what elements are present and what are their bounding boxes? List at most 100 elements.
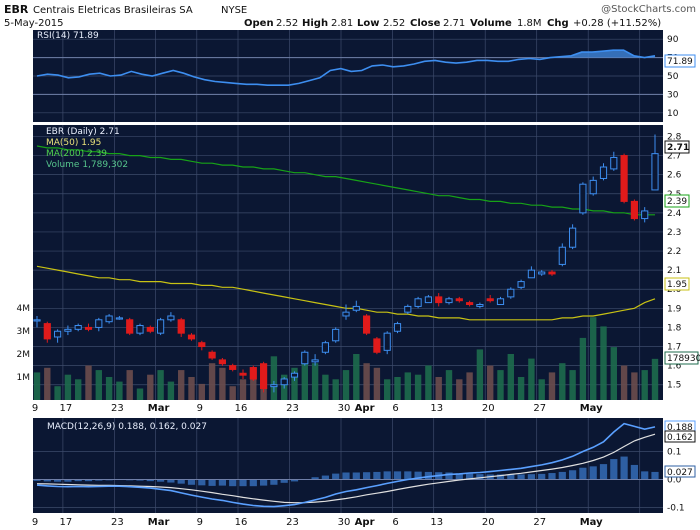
macd-histogram-bar <box>393 471 402 480</box>
macd-histogram-bar <box>455 473 463 480</box>
macd-histogram-bar <box>259 479 268 486</box>
macd-title: MACD(12,26,9) 0.188, 0.162, 0.027 <box>47 422 207 432</box>
rsi-tick-label: 10 <box>667 109 679 119</box>
macd-histogram-bar <box>507 474 515 480</box>
candle-body <box>589 179 597 195</box>
date-tick-label: 9 <box>32 517 38 528</box>
candle-body <box>208 351 216 359</box>
candle-body <box>249 367 257 380</box>
volume-bar <box>414 374 422 400</box>
high-value: 2.81 <box>331 18 353 29</box>
candle-body <box>393 323 402 332</box>
macd-histogram-bar <box>332 473 340 480</box>
macd-histogram-bar <box>311 477 319 480</box>
date-tick-label: 6 <box>392 517 398 528</box>
legend-ma200: MA(200) 2.39 <box>46 149 107 159</box>
axis-labels: 90705030102.82.72.62.52.42.32.22.12.01.9… <box>17 35 685 528</box>
macd-histogram-bar <box>373 471 381 480</box>
volume-bar <box>54 386 61 400</box>
date-tick-label: 23 <box>286 517 299 528</box>
candle-body <box>157 319 165 334</box>
ma50-price-tag: 1.95 <box>664 277 690 291</box>
date-tick-label: 13 <box>430 517 443 528</box>
candle-body <box>74 325 82 330</box>
macd-tick-label: 0.1 <box>667 448 681 458</box>
macd-histogram-bar <box>641 471 649 480</box>
indicator-lines <box>33 49 663 508</box>
volume-bar <box>105 377 113 400</box>
volume-bar <box>445 370 453 400</box>
volume-bar <box>538 379 545 400</box>
candle-body <box>610 156 618 170</box>
volume-bar <box>147 374 154 400</box>
candle-body <box>517 281 525 288</box>
volume-value: 1.8M <box>517 18 542 29</box>
candle-body <box>383 332 391 351</box>
macd-histogram-bar <box>218 479 227 486</box>
ticker-symbol: EBR <box>4 3 29 16</box>
candle-body <box>187 334 196 340</box>
macd-histogram-bar <box>198 479 206 486</box>
candle-body <box>126 319 134 334</box>
date-tick-label: 13 <box>430 403 443 414</box>
candle-body <box>321 342 329 353</box>
volume-bar <box>75 379 82 400</box>
volume-bar <box>528 358 535 400</box>
macd-histogram-bar <box>229 479 237 487</box>
legend-volume: Volume 1,789,302 <box>46 160 128 170</box>
volume-bar <box>631 372 638 400</box>
volume-bar <box>64 374 72 400</box>
volume-bar <box>579 337 587 400</box>
volume-bar <box>373 367 381 400</box>
price-tick-label: 1.5 <box>667 381 681 391</box>
company-name: Centrais Eletricas Brasileiras SA <box>33 5 193 16</box>
candle-body <box>496 298 505 306</box>
rsi-tick-label: 90 <box>667 35 679 45</box>
price-tick-label: 1.6 <box>667 362 682 372</box>
macd-line <box>36 422 656 508</box>
candle-body <box>651 153 659 191</box>
macd-histogram-bar <box>249 479 257 487</box>
open-label: Open <box>244 18 274 29</box>
candle-body <box>486 298 494 302</box>
price-tick-label: 2.6 <box>667 171 682 181</box>
candle-body <box>476 304 484 307</box>
date-tick-label: 16 <box>235 403 248 414</box>
volume-bar <box>641 370 648 400</box>
volume-bar <box>301 356 308 400</box>
volume-bars <box>33 317 659 400</box>
candle-body <box>311 359 319 363</box>
candle-body <box>332 328 340 342</box>
macd-histogram-bar <box>610 459 618 480</box>
date-tick-label: 20 <box>482 403 495 414</box>
volume-bar <box>291 367 298 400</box>
candle-body <box>177 319 185 334</box>
volume-bar <box>517 377 525 400</box>
signal-tag: 0.162 <box>664 430 696 443</box>
svg-text:0.188: 0.188 <box>667 423 693 433</box>
macd-histogram-bar <box>496 474 505 480</box>
open-value: 2.52 <box>276 18 298 29</box>
volume-bar <box>600 326 607 400</box>
price-legend: EBR (Daily) 2.71 MA(50) 1.95 MA(200) 2.3… <box>46 127 128 170</box>
candle-body <box>424 296 432 304</box>
macd-histogram-bar <box>424 471 433 480</box>
rsi-current-tag: 71.89 <box>664 54 696 68</box>
macd-histogram-bar <box>95 479 103 481</box>
rsi-title: RSI(14) 71.89 <box>37 31 99 41</box>
candle-body <box>136 325 144 334</box>
volume-bar <box>116 381 123 400</box>
macd-histogram-bar <box>589 466 597 480</box>
price-candles <box>33 134 659 393</box>
volume-bar <box>270 356 278 400</box>
date-tick-label: 17 <box>60 403 73 414</box>
date-tick-label: 20 <box>482 517 495 528</box>
legend-ma50: MA(50) 1.95 <box>46 138 101 148</box>
candle-body <box>373 338 381 353</box>
volume-bar <box>353 354 360 400</box>
candle-body <box>95 319 103 328</box>
candle-body <box>239 372 247 376</box>
macd-histogram-bar <box>548 473 556 480</box>
svg-text:178930: 178930 <box>667 354 700 364</box>
watermark: @StockCharts.com <box>601 4 696 15</box>
